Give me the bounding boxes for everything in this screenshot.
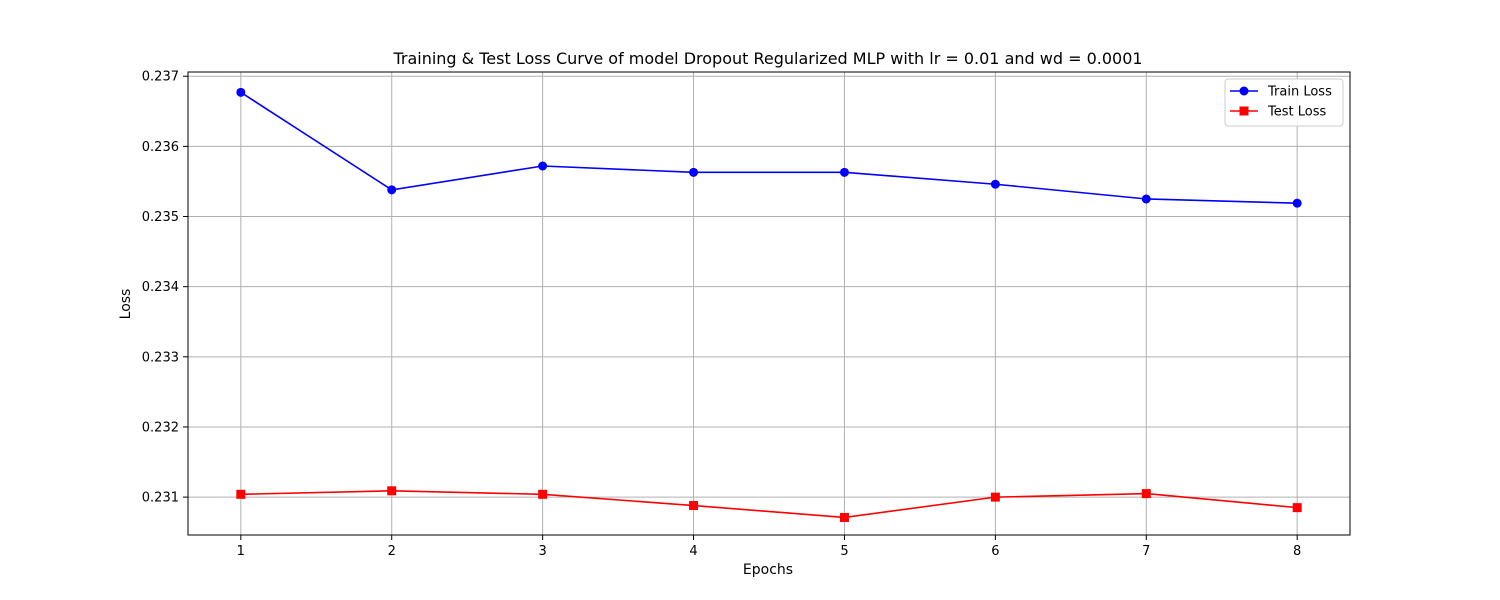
- axis-ticks: 1 2 3 4 5 6 7 8 0.231 0.232 0.233 0.234 0.235 0.236 0.…: [142, 70, 1302, 559]
- y-tick-label: 0.236: [142, 140, 179, 155]
- series-layer: [236, 87, 1302, 522]
- x-tick-label: 4: [689, 544, 697, 559]
- test-loss-point: [387, 486, 397, 496]
- train-loss-point: [236, 87, 246, 97]
- x-tick-label: 1: [237, 544, 245, 559]
- test-loss-point: [1141, 489, 1151, 499]
- chart-title: Training & Test Loss Curve of model Drop…: [392, 49, 1142, 68]
- y-tick-label: 0.233: [142, 350, 179, 365]
- legend-entry-test-loss: Test Loss: [1230, 105, 1326, 120]
- train-loss-point: [1141, 194, 1151, 204]
- legend-label: Train Loss: [1267, 85, 1332, 100]
- y-axis-label: Loss: [118, 289, 134, 320]
- y-tick-label: 0.237: [142, 70, 179, 85]
- test-loss-point: [689, 501, 699, 511]
- legend: Train Loss Test Loss: [1224, 78, 1344, 127]
- legend-entry-train-loss: Train Loss: [1230, 85, 1332, 100]
- train-loss-point: [839, 167, 849, 177]
- test-loss-point: [236, 489, 246, 499]
- test-loss-point: [1292, 503, 1302, 513]
- test-loss-series: [236, 486, 1302, 522]
- y-tick-label: 0.232: [142, 420, 179, 435]
- grid: [188, 72, 1350, 535]
- x-tick-label: 7: [1142, 544, 1150, 559]
- y-tick-label: 0.234: [142, 280, 179, 295]
- x-tick-label: 6: [991, 544, 999, 559]
- x-tick-label: 5: [840, 544, 848, 559]
- train-loss-point: [538, 161, 548, 171]
- test-loss-point: [990, 492, 1000, 502]
- train-loss-point: [1292, 198, 1302, 208]
- test-loss-point: [538, 489, 548, 499]
- plot-area: [187, 71, 1351, 536]
- x-tick-label: 2: [388, 544, 396, 559]
- y-tick-label: 0.231: [142, 491, 179, 506]
- y-tick-label: 0.235: [142, 210, 179, 225]
- legend-marker: [1239, 86, 1249, 96]
- train-loss-point: [387, 185, 397, 195]
- x-tick-label: 8: [1293, 544, 1301, 559]
- x-tick-label: 3: [538, 544, 546, 559]
- legend-label: Test Loss: [1267, 105, 1326, 120]
- train-loss-point: [689, 167, 699, 177]
- train-loss-point: [990, 179, 1000, 189]
- legend-marker: [1239, 106, 1249, 116]
- train-loss-series: [236, 87, 1302, 208]
- train-loss-line: [240, 91, 1298, 204]
- test-loss-point: [839, 512, 849, 522]
- test-loss-line: [240, 490, 1298, 519]
- x-axis-label: Epochs: [743, 562, 793, 578]
